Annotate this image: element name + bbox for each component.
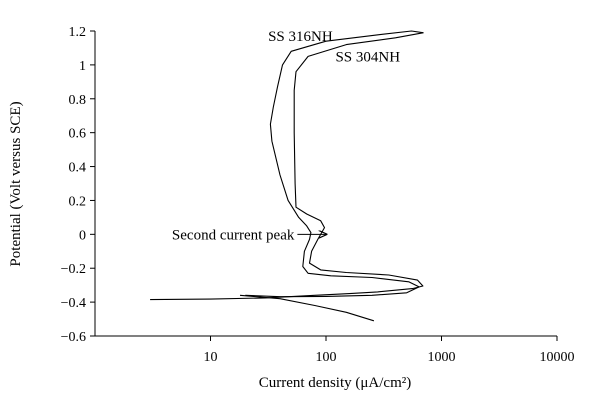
series-ss-316nh-line <box>245 30 423 298</box>
series-cathodic-tail-line <box>239 294 375 322</box>
x-tick-label: 10000 <box>540 350 575 365</box>
y-tick-label: 1.2 <box>69 25 87 40</box>
annotation-second-current-peak: Second current peak <box>172 227 295 243</box>
y-axis-title: Potential (Volt versus SCE) <box>8 101 24 266</box>
series-ss-304nh-line <box>150 32 424 301</box>
y-tick-label: 0.6 <box>69 127 87 142</box>
y-tick-label: 0.8 <box>69 93 87 108</box>
y-tick-label: −0.2 <box>61 262 86 277</box>
y-tick-label: −0.6 <box>61 330 86 345</box>
annotation-ss304nh: SS 304NH <box>335 50 400 66</box>
x-tick-label: 1000 <box>428 350 456 365</box>
series-group <box>150 30 424 322</box>
y-tick-label: −0.4 <box>61 296 86 311</box>
x-tick-label: 10 <box>204 350 218 365</box>
x-axis-title: Current density (μA/cm²) <box>259 375 412 391</box>
y-tick-label: 0.4 <box>69 161 87 176</box>
axes: −0.6 −0.4 −0.2 0 0.2 0.4 0.6 0.8 1 1.2 10 100 1000 10… <box>61 25 575 365</box>
y-tick-label: 0 <box>79 228 86 243</box>
y-tick-label: 0.2 <box>69 194 87 209</box>
annotation-ss316nh: SS 316NH <box>268 29 333 45</box>
y-tick-label: 1 <box>79 59 86 74</box>
x-tick-label: 100 <box>316 350 337 365</box>
